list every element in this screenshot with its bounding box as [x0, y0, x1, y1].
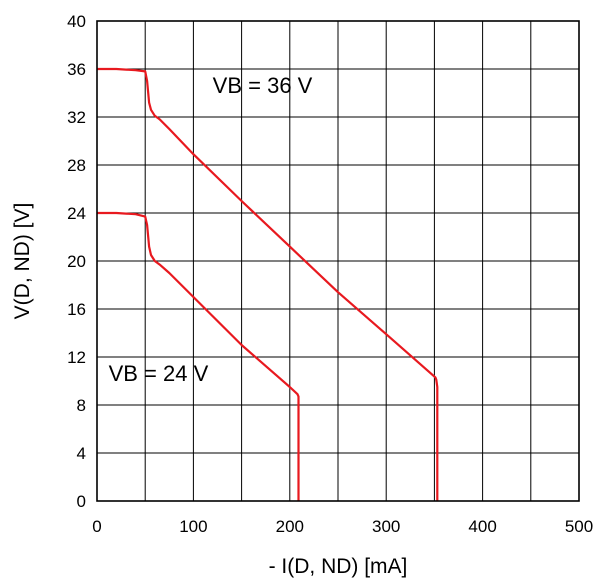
y-tick-label: 0	[77, 492, 86, 511]
y-axis-label: V(D, ND) [V]	[11, 203, 34, 320]
x-tick-label: 300	[372, 517, 400, 536]
y-tick-label: 36	[67, 60, 86, 79]
series-line-1	[97, 67, 439, 501]
grid	[97, 21, 579, 501]
y-tick-label: 24	[67, 204, 86, 223]
x-tick-label: 200	[276, 517, 304, 536]
x-tick-label: 0	[92, 517, 101, 536]
x-axis-label: - I(D, ND) [mA]	[269, 555, 408, 578]
y-tick-label: 16	[67, 300, 86, 319]
annotation-vb-36: VB = 36 V	[213, 73, 313, 98]
x-tick-label: 100	[179, 517, 207, 536]
annotation-vb-24: VB = 24 V	[109, 361, 209, 386]
y-tick-label: 4	[77, 444, 86, 463]
y-tick-label: 12	[67, 348, 86, 367]
y-tick-labels: 0 4 8 12 16 20 24 28 32 36 40	[67, 12, 86, 511]
series-layer	[97, 67, 439, 501]
y-tick-label: 8	[77, 396, 86, 415]
x-tick-labels: 0 100 200 300 400 500	[92, 517, 593, 536]
x-tick-label: 500	[565, 517, 593, 536]
series-line-2	[97, 211, 300, 501]
y-tick-label: 20	[67, 252, 86, 271]
y-tick-label: 32	[67, 108, 86, 127]
y-tick-label: 28	[67, 156, 86, 175]
y-tick-label: 40	[67, 12, 86, 31]
plot-frame	[96, 20, 580, 502]
x-tick-label: 400	[468, 517, 496, 536]
